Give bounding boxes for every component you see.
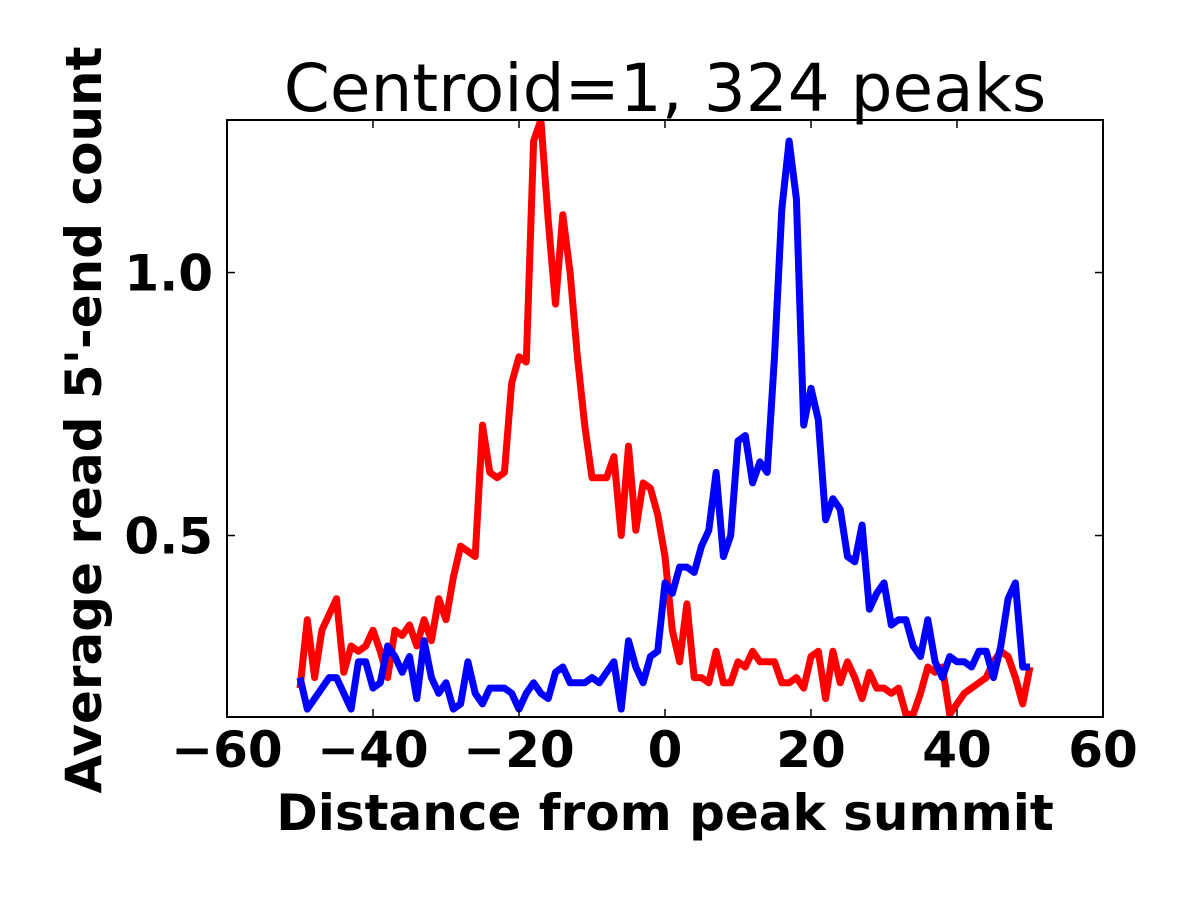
x-tick-label: −40 (317, 721, 428, 779)
x-tick-label: 40 (922, 721, 992, 779)
series-line-1 (296, 120, 1034, 717)
y-axis-label: Average read 5'-end count (55, 46, 113, 793)
y-tick-label: 1.0 (124, 245, 213, 303)
x-tick-label: 60 (1068, 721, 1138, 779)
series-layer (296, 120, 1034, 717)
tick-layer: −60 −40 −20 0 20 40 60 0.5 1.0 (124, 120, 1138, 779)
x-tick-label: 20 (776, 721, 846, 779)
plot-frame (226, 119, 1104, 718)
x-tick-label: −20 (463, 721, 574, 779)
x-tick-label: −60 (171, 721, 282, 779)
chart-title: Centroid=1, 324 peaks (284, 50, 1046, 127)
x-tick-label: 0 (648, 721, 683, 779)
series-line-2 (296, 137, 1030, 713)
x-axis-label: Distance from peak summit (276, 784, 1054, 842)
y-tick-label: 0.5 (124, 508, 213, 566)
